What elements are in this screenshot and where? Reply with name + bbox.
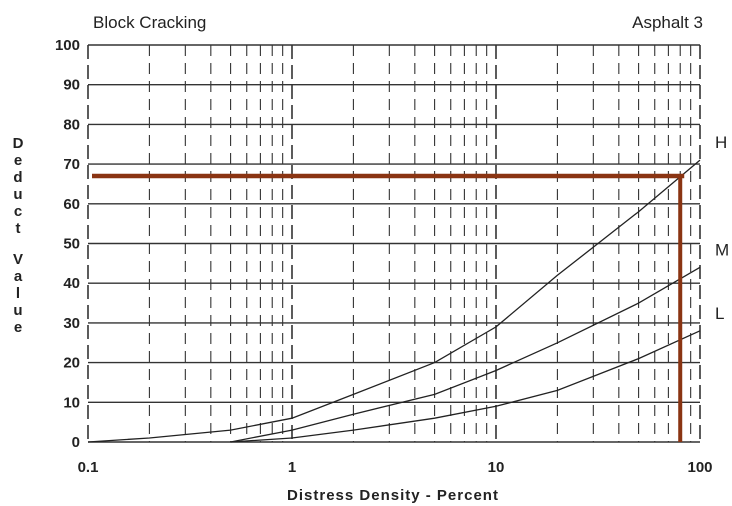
y-tick-label: 40 (63, 275, 80, 292)
x-tick-label: 0.1 (78, 459, 99, 476)
series-label-h: H (715, 133, 727, 152)
y-tick-label: 90 (63, 77, 80, 94)
y-axis-label-letter: u (13, 186, 22, 203)
y-axis-label-letter: e (14, 152, 22, 169)
y-axis-label-letter: c (14, 203, 22, 220)
series-label-l: L (715, 304, 724, 323)
y-tick-label: 100 (55, 37, 80, 54)
series-line-m (230, 266, 701, 443)
y-axis-label-letter: t (16, 220, 21, 237)
y-tick-label: 50 (63, 236, 80, 253)
y-tick-label: 20 (63, 355, 80, 372)
chart-subtitle: Asphalt 3 (632, 13, 703, 32)
x-tick-label: 10 (488, 459, 505, 476)
x-tick-labels: 0.1 1 10 100 (78, 459, 713, 476)
series-lines (87, 159, 701, 443)
y-tick-label: 60 (63, 196, 80, 213)
x-tick-label: 100 (687, 459, 712, 476)
series-label-m: M (715, 240, 729, 259)
y-tick-labels: 0 10 20 30 40 50 60 70 80 90 100 (55, 37, 80, 451)
y-tick-label: 0 (72, 434, 80, 451)
chart-title: Block Cracking (93, 13, 206, 32)
deduct-reading-annotation (92, 173, 685, 442)
series-labels: H M L (715, 133, 729, 323)
y-tick-label: 70 (63, 156, 80, 173)
x-axis-label: Distress Density - Percent (287, 487, 499, 504)
y-axis-label-letter: a (14, 268, 23, 285)
y-axis-label-letter: D (13, 135, 24, 152)
y-tick-label: 10 (63, 394, 80, 411)
series-line-h (87, 159, 701, 443)
y-axis-label-letter: V (13, 251, 23, 268)
series-line-l (230, 330, 701, 443)
y-axis-label-letter: u (13, 302, 22, 319)
y-axis-label-letter: e (14, 319, 22, 336)
x-tick-label: 1 (288, 459, 296, 476)
y-axis-label-letter: l (16, 285, 20, 302)
y-axis-label-letter: d (13, 169, 22, 186)
y-tick-label: 80 (63, 116, 80, 133)
y-tick-label: 30 (63, 315, 80, 332)
